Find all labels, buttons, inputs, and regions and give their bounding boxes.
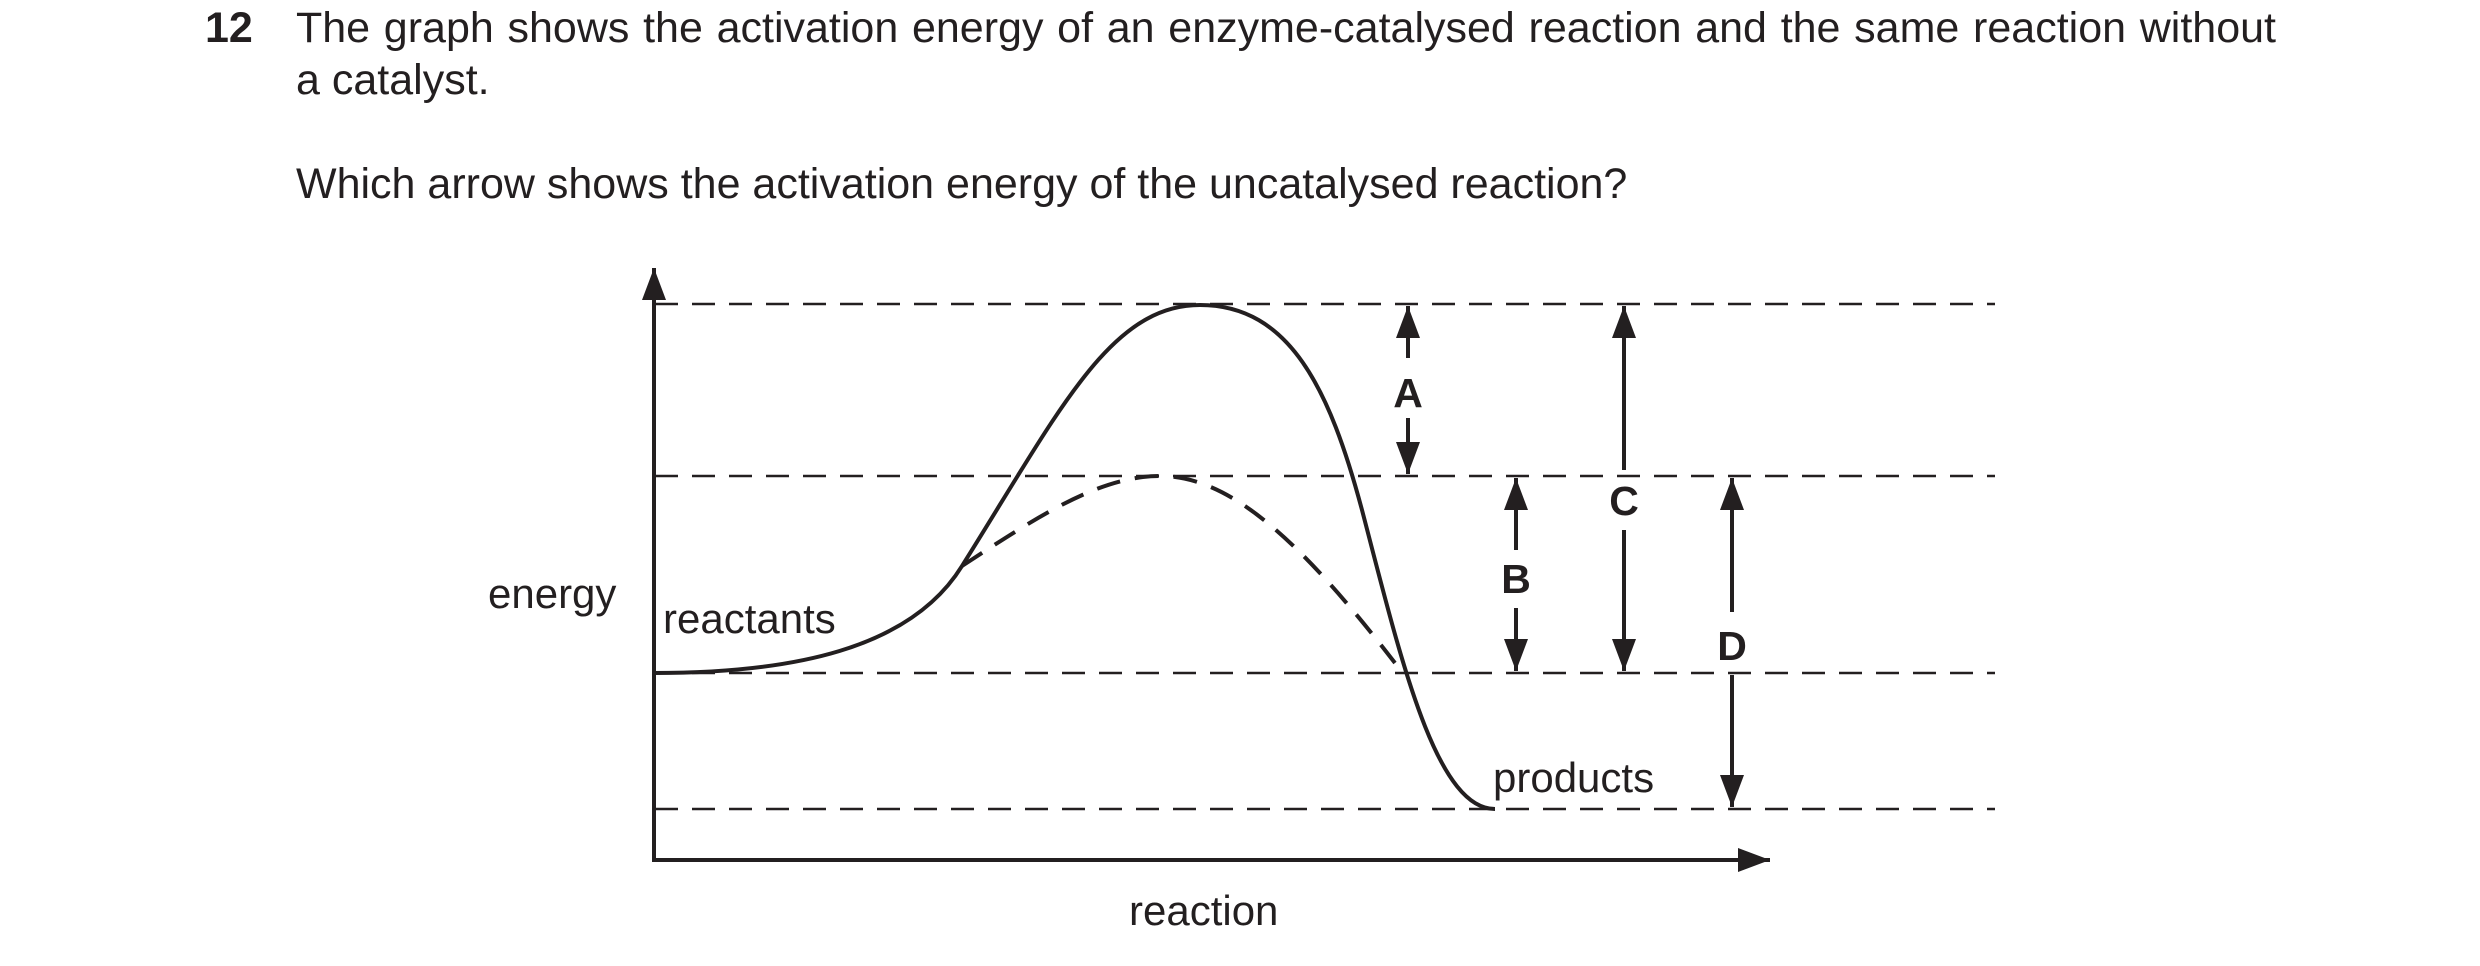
y-axis-label: energy [488, 570, 616, 617]
arrow-d-label: D [1717, 623, 1747, 669]
products-label: products [1493, 754, 1654, 801]
question-number: 12 [205, 4, 253, 52]
dashed-level-lines [655, 302, 1995, 811]
question-prompt: Which arrow shows the activation energy … [296, 160, 1628, 208]
arrow-a-label: A [1393, 370, 1423, 416]
arrow-b-label: B [1501, 556, 1531, 602]
reactants-label: reactants [663, 595, 836, 642]
catalysed-reaction-curve [960, 473, 1397, 665]
arrow-c-label: C [1609, 478, 1639, 524]
question-stem: The graph shows the activation energy of… [296, 4, 2276, 104]
axes [642, 268, 1770, 872]
x-axis-label: reaction [1129, 887, 1278, 934]
uncatalysed-reaction-curve [653, 302, 1496, 811]
